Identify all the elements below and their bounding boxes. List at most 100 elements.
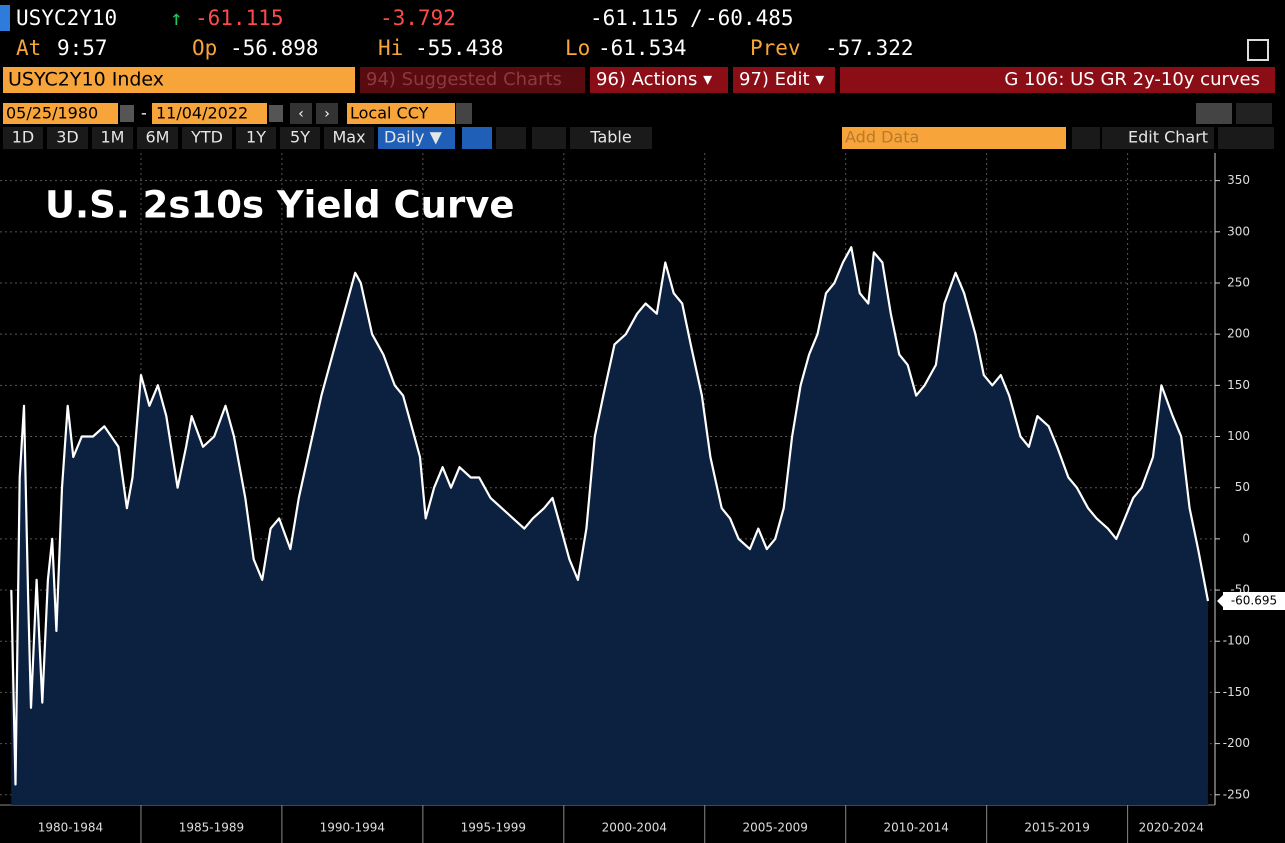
ticker-marker [0, 5, 10, 31]
slash: / [690, 6, 703, 30]
prev-button[interactable] [290, 103, 312, 124]
calendar-icon[interactable] [120, 105, 134, 122]
y-tick-label: 350 [1227, 173, 1250, 187]
add-data-box[interactable] [842, 127, 1066, 149]
open: -56.898 [230, 36, 319, 60]
actions: 96) Actions ▾ [596, 69, 712, 90]
currency-dropdown[interactable] [456, 103, 472, 124]
last-value-box [1223, 592, 1285, 611]
actions-button[interactable] [590, 67, 728, 93]
start-date-box[interactable] [3, 103, 118, 124]
range-button[interactable] [280, 127, 320, 149]
line [10, 246, 1210, 786]
chart: -250-200-150-100-50050100150200250300350… [0, 150, 1285, 843]
edit-button[interactable] [733, 67, 835, 93]
at-time: 9:57 [57, 36, 108, 60]
y-tick-label: 100 [1227, 429, 1250, 443]
range-button[interactable] [324, 127, 374, 149]
range-label: 6M [146, 128, 170, 147]
line-style-button[interactable] [462, 127, 492, 149]
suggested-button[interactable] [360, 67, 585, 93]
x-tick-label: 2005-2009 [743, 821, 808, 835]
frequency-button[interactable] [378, 127, 455, 149]
prev: -57.322 [825, 36, 914, 60]
prev-arrow: ‹ [298, 106, 304, 122]
last-value-pointer [1217, 595, 1223, 608]
ticker: USYC2Y10 [16, 6, 117, 30]
y-tick-label: -250 [1223, 787, 1250, 801]
range-label: 3D [56, 128, 79, 147]
x-tick-label: 1990-1994 [320, 821, 385, 835]
high: -55.438 [415, 36, 504, 60]
range-label: 5Y [290, 128, 310, 147]
chart-tools[interactable] [1218, 127, 1274, 149]
end-date: 11/04/2022 [156, 104, 248, 123]
undo-button[interactable] [1196, 103, 1232, 124]
range-label: 1D [12, 128, 35, 147]
range-button[interactable] [182, 127, 232, 149]
y-tick-label: 0 [1242, 531, 1250, 545]
y-tick-label: -200 [1223, 736, 1250, 750]
high-label: Hi [378, 36, 403, 60]
y-tick-label: 200 [1227, 327, 1250, 341]
expand-icon[interactable] [1247, 39, 1269, 61]
y-tick-label: 300 [1227, 224, 1250, 238]
x-tick-label: 2020-2024 [1139, 821, 1204, 835]
x-tick-label: 1995-1999 [461, 821, 526, 835]
x-tick-label: 2015-2019 [1024, 821, 1089, 835]
x-tick-label: 1980-1984 [38, 821, 103, 835]
y-tick-label: -150 [1223, 685, 1250, 699]
range-label: 1Y [246, 128, 266, 147]
next-arrow: › [324, 106, 330, 122]
suggested: 94) Suggested Charts [366, 69, 562, 90]
table-button[interactable] [570, 127, 652, 149]
calendar-icon[interactable] [269, 105, 283, 122]
range-label: YTD [190, 128, 223, 147]
next-button[interactable] [316, 103, 338, 124]
y-tick-label: 250 [1227, 275, 1250, 289]
range-button[interactable] [92, 127, 133, 149]
x-tick-label: 2000-2004 [602, 821, 667, 835]
frequency: Daily ▼ [384, 128, 443, 147]
currency-box[interactable] [347, 103, 455, 124]
ask: -60.485 [705, 6, 794, 30]
up-arrow: ↑ [170, 6, 183, 30]
style-dropdown[interactable] [532, 127, 566, 149]
last-price: -61.115 [195, 6, 284, 30]
collapse-button[interactable] [1072, 127, 1100, 149]
edit-chart-button[interactable] [1102, 127, 1214, 149]
start-date: 05/25/1980 [6, 104, 98, 123]
bar-style-button[interactable] [496, 127, 526, 149]
x-tick-label: 2010-2014 [883, 821, 948, 835]
range-buttons: 1D 3D 1M 6M YTD 1Y 5Y Max [3, 127, 374, 149]
last-value-label: -60.695 [1231, 594, 1277, 608]
range-button[interactable] [3, 127, 43, 149]
chart-title: U.S. 2s10s Yield Curve [45, 184, 514, 227]
open-label: Op [192, 36, 217, 60]
range-label: Max [332, 128, 365, 147]
prev-label: Prev [750, 36, 801, 60]
security: USYC2Y10 Index [8, 69, 164, 91]
edit: 97) Edit ▾ [739, 69, 824, 90]
table: Table [589, 128, 631, 147]
add-data: Add Data [845, 128, 919, 147]
range-label: 1M [101, 128, 125, 147]
range-button[interactable] [137, 127, 178, 149]
net-change: -3.792 [380, 6, 456, 30]
security-box[interactable] [3, 67, 355, 93]
date-dash: - [141, 104, 147, 123]
edit-chart: Edit Chart [1128, 128, 1208, 147]
area [11, 247, 1208, 805]
redo-button[interactable] [1236, 103, 1272, 124]
end-date-box[interactable] [152, 103, 267, 124]
y-tick-label: -100 [1223, 634, 1250, 648]
page-box [840, 67, 1275, 93]
range-button[interactable] [47, 127, 88, 149]
low-label: Lo [565, 36, 590, 60]
low: -61.534 [598, 36, 687, 60]
range-button[interactable] [236, 127, 276, 149]
x-tick-label: 1985-1989 [179, 821, 244, 835]
page-title: G 106: US GR 2y-10y curves [1004, 69, 1260, 90]
